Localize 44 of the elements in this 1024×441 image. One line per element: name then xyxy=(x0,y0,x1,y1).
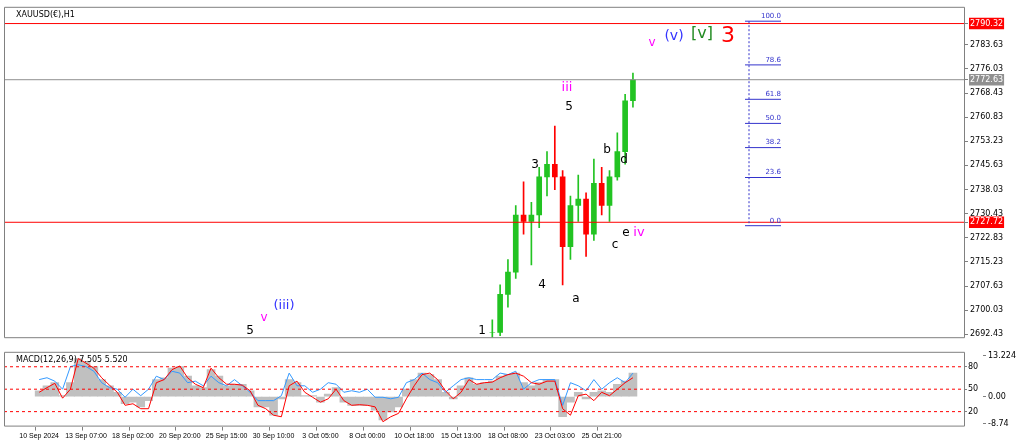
y-tick-label: 2707.63 xyxy=(970,281,1004,291)
y-tick-label: 2790.32 xyxy=(970,18,1004,28)
y2-tick-label: 20 xyxy=(968,406,979,416)
y-tick-label: 2700.03 xyxy=(970,305,1004,315)
y2-tick-label: 80 xyxy=(968,361,979,371)
annotation: 4 xyxy=(538,277,546,292)
y-tick-label: 2730.43 xyxy=(970,208,1004,218)
y-tick-label: 2715.23 xyxy=(970,257,1004,266)
y-tick-label: 2768.43 xyxy=(970,88,1004,98)
annotation: 1 xyxy=(478,323,486,338)
annotation: e xyxy=(622,225,630,240)
candlestick xyxy=(489,319,496,338)
annotation: c xyxy=(611,237,619,252)
chart-title: XAUUSD(€),H1 xyxy=(16,9,75,19)
annotation: 3 xyxy=(531,157,539,172)
y-tick-label: 13.224 xyxy=(988,350,1016,360)
y-tick-label: 2760.83 xyxy=(970,112,1004,122)
annotation: 5 xyxy=(246,323,254,338)
y-tick-label: 2783.63 xyxy=(970,39,1004,49)
y-tick-label: 2727.72 xyxy=(970,217,1004,227)
y-tick-label: 2745.63 xyxy=(970,160,1004,170)
annotation: iv xyxy=(633,224,645,240)
y-tick-label: -8.74 xyxy=(988,418,1009,428)
y-tick-label: 0.00 xyxy=(988,391,1006,401)
annotation: 5 xyxy=(565,99,573,114)
y-tick-label: 2776.03 xyxy=(970,64,1004,73)
candlestick xyxy=(551,125,558,190)
annotation: v xyxy=(648,35,656,50)
annotation: 3 xyxy=(721,21,735,47)
y-tick-label: 2692.43 xyxy=(970,329,1004,339)
candlestick xyxy=(575,174,582,222)
annotation: iii xyxy=(561,79,573,95)
annotation: a xyxy=(572,291,580,306)
annotation: (iii) xyxy=(273,297,295,313)
y-tick-label: 2772.63 xyxy=(970,74,1004,84)
annotation: b xyxy=(603,142,611,157)
annotation: [v] xyxy=(691,23,713,43)
y-tick-label: 2738.03 xyxy=(970,184,1004,194)
annotation: v xyxy=(260,310,268,325)
chart-title: MACD(12,26,9) 7.505 5.520 xyxy=(16,354,128,364)
annotation: (v) xyxy=(664,26,684,43)
y-tick-label: 2722.83 xyxy=(970,232,1004,242)
y2-tick-label: 50 xyxy=(968,384,979,394)
y-tick-label: 2753.23 xyxy=(970,136,1004,146)
